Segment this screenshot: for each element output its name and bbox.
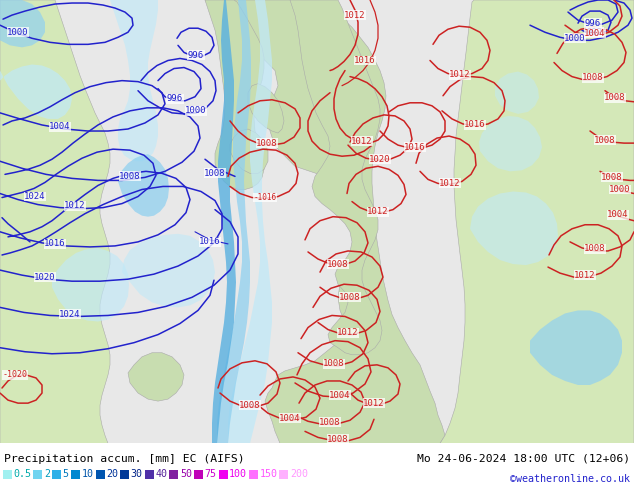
Bar: [3, 470, 12, 479]
Polygon shape: [479, 116, 542, 172]
Polygon shape: [52, 248, 129, 321]
Text: 1008: 1008: [582, 73, 604, 82]
Bar: [52, 470, 61, 479]
Text: 1016: 1016: [404, 143, 426, 151]
Bar: [71, 470, 80, 479]
Text: Mo 24-06-2024 18:00 UTC (12+06): Mo 24-06-2024 18:00 UTC (12+06): [417, 454, 630, 464]
Text: 1024: 1024: [24, 192, 46, 201]
Text: 996: 996: [585, 19, 601, 27]
Text: 1012: 1012: [367, 207, 389, 216]
Bar: [96, 470, 105, 479]
Bar: [249, 470, 258, 479]
Text: 1012: 1012: [351, 137, 373, 146]
Text: 1008: 1008: [585, 245, 605, 253]
Text: Precipitation accum. [mm] EC (AIFS): Precipitation accum. [mm] EC (AIFS): [4, 454, 245, 464]
Text: 1008: 1008: [601, 173, 623, 182]
Polygon shape: [128, 353, 184, 401]
Text: 1008: 1008: [327, 260, 349, 269]
Text: 1004: 1004: [329, 391, 351, 399]
Text: 1008: 1008: [594, 136, 616, 145]
Text: 200: 200: [290, 469, 308, 479]
Polygon shape: [0, 65, 72, 119]
Polygon shape: [228, 0, 272, 443]
Text: 20: 20: [106, 469, 118, 479]
Polygon shape: [230, 129, 268, 173]
Text: 1016: 1016: [44, 240, 66, 248]
Polygon shape: [248, 84, 284, 133]
Text: -1020: -1020: [3, 370, 27, 379]
Bar: [169, 470, 178, 479]
Text: 1012: 1012: [439, 179, 461, 188]
Polygon shape: [217, 0, 251, 443]
Text: 1012: 1012: [64, 201, 86, 210]
Text: 1008: 1008: [323, 359, 345, 368]
Text: 1000: 1000: [185, 106, 207, 115]
Text: 1012: 1012: [450, 70, 471, 79]
Text: 10: 10: [82, 469, 93, 479]
Polygon shape: [205, 0, 445, 443]
Text: 1004: 1004: [49, 122, 71, 131]
Bar: [34, 470, 42, 479]
Text: 1008: 1008: [239, 401, 261, 410]
Bar: [194, 470, 203, 479]
Polygon shape: [470, 192, 558, 265]
Text: 1000: 1000: [564, 34, 586, 43]
Bar: [145, 470, 154, 479]
Text: ©weatheronline.co.uk: ©weatheronline.co.uk: [510, 474, 630, 484]
Text: 75: 75: [205, 469, 216, 479]
Text: 1004: 1004: [279, 414, 301, 423]
Text: 1012: 1012: [363, 399, 385, 408]
Text: 0.5: 0.5: [13, 469, 32, 479]
Text: 1020: 1020: [369, 155, 391, 164]
Bar: [219, 470, 228, 479]
Text: 1008: 1008: [320, 418, 340, 427]
Text: 1004: 1004: [607, 210, 629, 219]
Text: 1008: 1008: [604, 93, 626, 102]
Text: 1004: 1004: [585, 29, 605, 38]
Polygon shape: [0, 0, 634, 443]
Polygon shape: [122, 234, 215, 307]
Text: 1020: 1020: [34, 272, 56, 282]
Text: 1008: 1008: [256, 139, 278, 147]
Polygon shape: [212, 0, 236, 443]
Text: 30: 30: [131, 469, 143, 479]
Polygon shape: [0, 0, 110, 443]
Polygon shape: [205, 0, 264, 190]
Polygon shape: [290, 0, 382, 355]
Text: 996: 996: [188, 51, 204, 60]
Text: 40: 40: [155, 469, 167, 479]
Text: 1008: 1008: [119, 172, 141, 181]
Bar: [280, 470, 288, 479]
Text: 1008: 1008: [204, 169, 226, 178]
Polygon shape: [0, 0, 45, 48]
Polygon shape: [110, 0, 158, 161]
Text: 1000: 1000: [7, 28, 29, 37]
Text: 996: 996: [167, 94, 183, 103]
Text: 1016: 1016: [199, 237, 221, 246]
Text: 1008: 1008: [327, 435, 349, 444]
Polygon shape: [530, 311, 622, 385]
Text: 992: 992: [587, 28, 603, 37]
Text: 1012: 1012: [344, 11, 366, 20]
Text: 1012: 1012: [337, 328, 359, 337]
Text: 1012: 1012: [574, 270, 596, 280]
Polygon shape: [495, 72, 539, 114]
Text: 1008: 1008: [339, 293, 361, 302]
Text: 1016: 1016: [464, 121, 486, 129]
Polygon shape: [118, 154, 169, 217]
Text: 100: 100: [229, 469, 247, 479]
Bar: [120, 470, 129, 479]
Text: 5: 5: [63, 469, 68, 479]
Text: 1024: 1024: [59, 310, 81, 319]
Text: 150: 150: [259, 469, 278, 479]
Text: -1016: -1016: [254, 193, 276, 202]
Text: 1000: 1000: [609, 185, 631, 194]
Text: 1016: 1016: [354, 56, 376, 65]
Text: 2: 2: [44, 469, 50, 479]
Polygon shape: [440, 0, 634, 443]
Text: 50: 50: [180, 469, 192, 479]
